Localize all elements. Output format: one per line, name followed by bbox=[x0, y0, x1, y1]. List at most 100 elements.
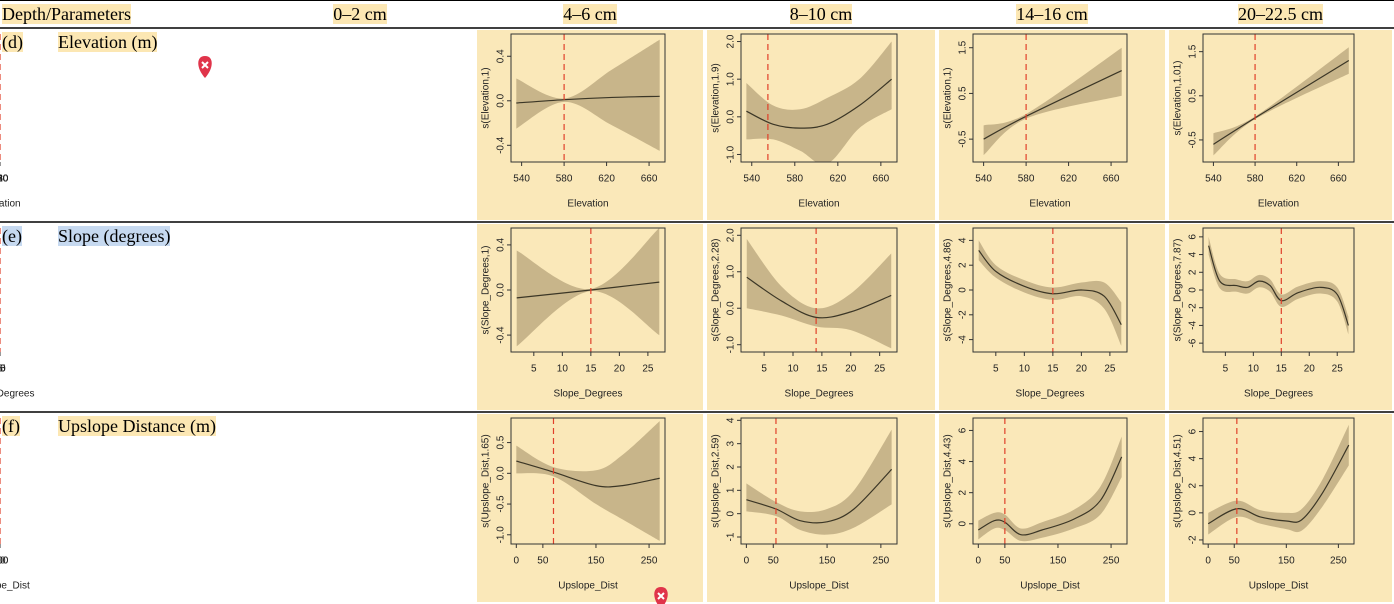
plot-frame bbox=[510, 33, 666, 163]
plot-background bbox=[1169, 414, 1392, 602]
x-tick-label: 10 bbox=[1019, 364, 1031, 375]
confidence-band bbox=[516, 39, 660, 151]
y-tick-label: 0.0 bbox=[496, 93, 507, 107]
x-tick-label: 10 bbox=[1248, 364, 1260, 375]
x-tick-label: 540 bbox=[743, 174, 760, 185]
x-tick-label: 5 bbox=[993, 364, 999, 375]
plot-frame bbox=[972, 417, 1128, 545]
y-axis-label: s(Upslope_Dist,2.59) bbox=[711, 434, 722, 527]
x-axis-label: Upslope_Dist bbox=[789, 581, 849, 592]
y-tick-label: -0.4 bbox=[496, 326, 507, 344]
x-tick-label: 660 bbox=[1103, 174, 1120, 185]
plot: -2 0 2 4 6 0 50 150 250 s(Upslope_Dist,4.51) Upslo… bbox=[1169, 414, 1392, 602]
header-text: 8–10 cm bbox=[789, 4, 853, 24]
x-tick-label: 150 bbox=[588, 556, 605, 567]
x-axis-label: Slope_Degrees bbox=[1016, 389, 1085, 400]
y-tick-label: 4 bbox=[1188, 251, 1199, 257]
x-tick-label: 20 bbox=[1304, 364, 1316, 375]
header-text: 20–22.5 cm bbox=[1238, 4, 1323, 24]
y-tick-label: 0 bbox=[958, 287, 969, 293]
y-tick-label: 1.5 bbox=[958, 40, 969, 54]
fit-line bbox=[746, 276, 892, 319]
row-label: (d) Elevation (m) bbox=[2, 31, 242, 219]
x-tick-label: 0 bbox=[514, 556, 520, 567]
x-tick-label: 15 bbox=[0, 364, 6, 375]
row-tag: (d) bbox=[2, 31, 23, 53]
y-axis-label: s(Elevation,1) bbox=[943, 67, 954, 128]
x-tick-label: 660 bbox=[641, 174, 658, 185]
y-tick-label: 2 bbox=[1188, 269, 1199, 275]
row-label: (f) Upslope Distance (m) bbox=[2, 415, 242, 601]
x-tick-label: 660 bbox=[0, 174, 9, 185]
x-axis-label: Slope_Degrees bbox=[0, 389, 34, 400]
x-axis-label: Elevation bbox=[567, 199, 608, 210]
x-tick-label: 540 bbox=[0, 174, 9, 185]
x-tick-label: 15 bbox=[1276, 364, 1288, 375]
row-tag-text: (e) bbox=[2, 226, 22, 246]
y-tick-label: -4 bbox=[958, 335, 969, 344]
y-tick-label: -0.4 bbox=[496, 136, 507, 154]
y-tick-label: 1.0 bbox=[726, 264, 737, 278]
x-tick-label: 15 bbox=[585, 364, 597, 375]
x-tick-label: 580 bbox=[556, 174, 573, 185]
x-tick-label: 100 bbox=[0, 556, 9, 567]
x-axis-label: Elevation bbox=[1029, 199, 1070, 210]
y-tick-label: 0.0 bbox=[726, 301, 737, 315]
x-tick-label: 5 bbox=[761, 364, 767, 375]
fit-line bbox=[516, 95, 660, 104]
plot-frame bbox=[740, 227, 898, 353]
x-tick-label: 50 bbox=[999, 556, 1011, 567]
x-tick-label: 15 bbox=[816, 364, 828, 375]
header-cell: 8–10 cm bbox=[705, 3, 937, 25]
y-tick-label: 0.4 bbox=[496, 49, 507, 63]
x-tick-label: 50 bbox=[1229, 556, 1241, 567]
y-tick-label: 1.5 bbox=[1188, 44, 1199, 58]
y-tick-label: -1.0 bbox=[726, 145, 737, 163]
plot: -2.0-1.00.01.0050100200s(Upslope_Dist,1.… bbox=[0, 418, 30, 592]
x-axis-label: Elevation bbox=[1258, 199, 1299, 210]
row-label: (e) Slope (degrees) bbox=[2, 225, 242, 409]
y-tick-label: -2 bbox=[1188, 535, 1199, 544]
y-tick-label: 1.0 bbox=[726, 72, 737, 86]
header-cell: 0–2 cm bbox=[245, 3, 475, 25]
y-tick-label: -0.5 bbox=[496, 495, 507, 513]
confidence-band bbox=[983, 47, 1122, 156]
fit-line bbox=[983, 70, 1122, 140]
x-tick-label: 620 bbox=[1288, 174, 1305, 185]
x-tick-label: 25 bbox=[874, 364, 886, 375]
x-tick-label: 0 bbox=[976, 556, 982, 567]
confidence-band bbox=[516, 228, 660, 347]
x-tick-label: 580 bbox=[1018, 174, 1035, 185]
y-tick-label: 4 bbox=[958, 237, 969, 243]
x-axis-label: Upslope_Dist bbox=[0, 581, 30, 592]
x-axis-label: Slope_Degrees bbox=[1244, 389, 1313, 400]
y-axis-label: s(Upslope_Dist,4.51) bbox=[1173, 434, 1184, 527]
row-tag: (f) bbox=[2, 415, 20, 437]
header-cell: 20–22.5 cm bbox=[1167, 3, 1394, 25]
y-tick-label: 0.4 bbox=[496, 238, 507, 252]
x-tick-label: 25 bbox=[1104, 364, 1116, 375]
x-tick-label: 15 bbox=[1047, 364, 1059, 375]
y-tick-label: 2.0 bbox=[726, 228, 737, 242]
y-axis-label: s(Upslope_Dist,4.43) bbox=[943, 434, 954, 527]
fit-line bbox=[746, 468, 893, 524]
x-tick-label: 5 bbox=[531, 364, 537, 375]
plot: -1.0 -0.5 0.0 0.5 0 50 150 250 s(Upslope_Dist,1.… bbox=[477, 414, 703, 602]
fit-line bbox=[1213, 59, 1350, 145]
header-text: 4–6 cm bbox=[563, 4, 617, 24]
y-axis-label: s(Elevation,1.01) bbox=[1173, 60, 1184, 135]
x-tick-label: 0 bbox=[1205, 556, 1211, 567]
y-axis-label: s(Upslope_Dist,1.65) bbox=[481, 434, 492, 527]
y-tick-label: 6 bbox=[958, 427, 969, 433]
y-tick-label: 0 bbox=[726, 510, 737, 516]
x-axis-label: Upslope_Dist bbox=[1249, 581, 1309, 592]
y-tick-label: 1 bbox=[726, 487, 737, 493]
y-tick-label: 0.0 bbox=[496, 466, 507, 480]
y-axis-label: s(Elevation,1) bbox=[481, 67, 492, 128]
row-name-text: Slope (degrees) bbox=[58, 226, 171, 246]
x-tick-label: 620 bbox=[829, 174, 846, 185]
y-tick-label: 0.5 bbox=[496, 435, 507, 449]
plot-background bbox=[1169, 224, 1392, 410]
y-tick-label: 0.5 bbox=[1188, 88, 1199, 102]
header-cell: 4–6 cm bbox=[475, 3, 705, 25]
